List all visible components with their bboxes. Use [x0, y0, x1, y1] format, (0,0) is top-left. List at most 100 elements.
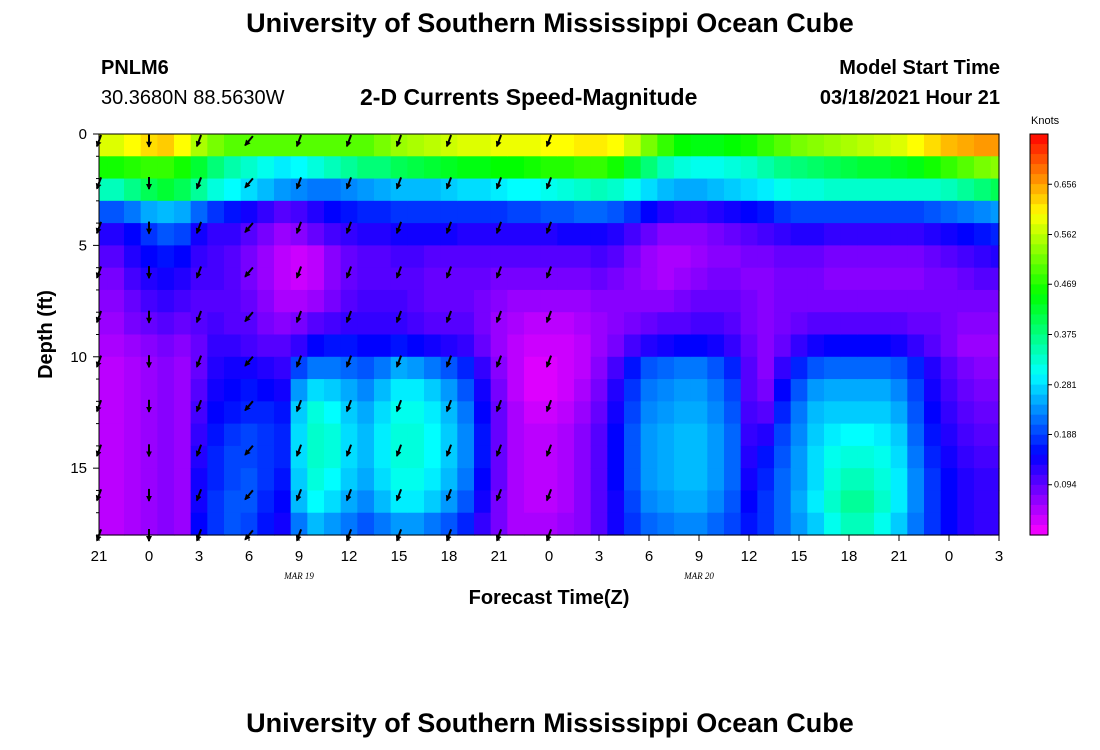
- heatmap-cell: [474, 200, 492, 224]
- heatmap-cell: [407, 289, 425, 313]
- heatmap-cell: [440, 512, 458, 536]
- heatmap-cell: [174, 200, 192, 224]
- heatmap-cell: [674, 289, 692, 313]
- heatmap-cell: [207, 334, 225, 358]
- heatmap-cell: [124, 289, 142, 313]
- heatmap-cell: [357, 267, 375, 291]
- heatmap-cell: [940, 423, 958, 447]
- heatmap-cell: [857, 312, 875, 336]
- heatmap-cell: [357, 200, 375, 224]
- heatmap-cell: [574, 379, 592, 402]
- heatmap-cell: [757, 134, 775, 157]
- heatmap-cell: [640, 223, 658, 246]
- heatmap-cell: [974, 223, 992, 246]
- heatmap-cell: [640, 245, 658, 269]
- heatmap-cell: [290, 379, 308, 402]
- heatmap-cell: [857, 356, 875, 380]
- heatmap-cell: [307, 134, 325, 157]
- heatmap-cell: [424, 134, 442, 157]
- heatmap-cell: [840, 156, 858, 180]
- heatmap-cell: [490, 267, 508, 291]
- current-arrow: [545, 310, 553, 324]
- heatmap-cell: [607, 156, 625, 180]
- heatmap-cell: [757, 468, 775, 492]
- heatmap-cell: [590, 200, 608, 224]
- x-tick-label: 21: [91, 548, 108, 565]
- heatmap-cell: [290, 156, 308, 180]
- heatmap-cell: [290, 223, 308, 246]
- heatmap-cell: [99, 423, 108, 447]
- heatmap-cell: [140, 267, 158, 291]
- heatmap-cell: [924, 490, 942, 514]
- heatmap-cell: [807, 289, 825, 313]
- heatmap-cell: [974, 289, 992, 313]
- heatmap-cell: [457, 401, 475, 425]
- heatmap-cell: [574, 312, 592, 336]
- heatmap-cell: [107, 156, 125, 180]
- colorbar-segment: [1030, 204, 1048, 215]
- y-axis-label: Depth (ft): [35, 290, 57, 379]
- heatmap-cell: [740, 245, 758, 269]
- colorbar-segment: [1030, 444, 1048, 456]
- heatmap-cell: [174, 512, 192, 536]
- heatmap-cell: [274, 312, 292, 336]
- colorbar-segment: [1030, 184, 1048, 195]
- colorbar-tick-label: 0.562: [1054, 230, 1077, 240]
- heatmap-cell: [540, 156, 558, 180]
- heatmap-cell: [174, 356, 192, 380]
- heatmap-cell: [390, 468, 408, 492]
- heatmap-cell: [924, 401, 942, 425]
- heatmap-cell: [174, 445, 192, 469]
- heatmap-cell: [657, 379, 675, 402]
- heatmap-cell: [457, 490, 475, 514]
- heatmap-cell: [190, 401, 208, 425]
- heatmap-cell: [224, 401, 242, 425]
- heatmap-cell: [157, 334, 175, 358]
- heatmap-cell: [690, 289, 708, 313]
- heatmap-cell: [874, 178, 892, 202]
- heatmap-cell: [274, 356, 292, 380]
- colorbar-segment: [1030, 214, 1048, 225]
- heatmap-cell: [474, 334, 492, 358]
- heatmap-cell: [174, 401, 192, 425]
- heatmap-cell: [374, 334, 392, 358]
- heatmap-cell: [774, 512, 792, 536]
- heatmap-cell: [607, 178, 625, 202]
- heatmap-cell: [340, 356, 358, 380]
- heatmap-cell: [657, 223, 675, 246]
- heatmap-cell: [524, 490, 542, 514]
- current-arrow: [495, 355, 503, 368]
- heatmap-cell: [957, 356, 975, 380]
- heatmap-cell: [174, 379, 192, 402]
- heatmap-cell: [340, 312, 358, 336]
- heatmap-cell: [274, 334, 292, 358]
- heatmap-cell: [557, 178, 575, 202]
- heatmap-cell: [290, 200, 308, 224]
- heatmap-cell: [140, 245, 158, 269]
- heatmap-cell: [974, 445, 992, 469]
- heatmap-cell: [590, 468, 608, 492]
- heatmap-cell: [707, 468, 725, 492]
- heatmap-cell: [890, 445, 908, 469]
- heatmap-cell: [774, 423, 792, 447]
- heatmap-cell: [974, 178, 992, 202]
- heatmap-cell: [990, 356, 1000, 380]
- heatmap-cell: [757, 401, 775, 425]
- heatmap-cell: [157, 289, 175, 313]
- heatmap-cell: [324, 490, 342, 514]
- heatmap-cell: [724, 245, 742, 269]
- heatmap-cell: [940, 245, 958, 269]
- heatmap-cell: [374, 379, 392, 402]
- heatmap-cell: [357, 423, 375, 447]
- heatmap-cell: [224, 512, 242, 536]
- heatmap-cell: [474, 178, 492, 202]
- colorbar-segment: [1030, 464, 1048, 476]
- heatmap-cell: [390, 156, 408, 180]
- heatmap-cell: [624, 156, 642, 180]
- heatmap-cell: [474, 312, 492, 336]
- heatmap-cell: [457, 134, 475, 157]
- heatmap-cell: [474, 245, 492, 269]
- current-arrow: [295, 444, 303, 457]
- heatmap-cell: [874, 445, 892, 469]
- heatmap-cell: [807, 468, 825, 492]
